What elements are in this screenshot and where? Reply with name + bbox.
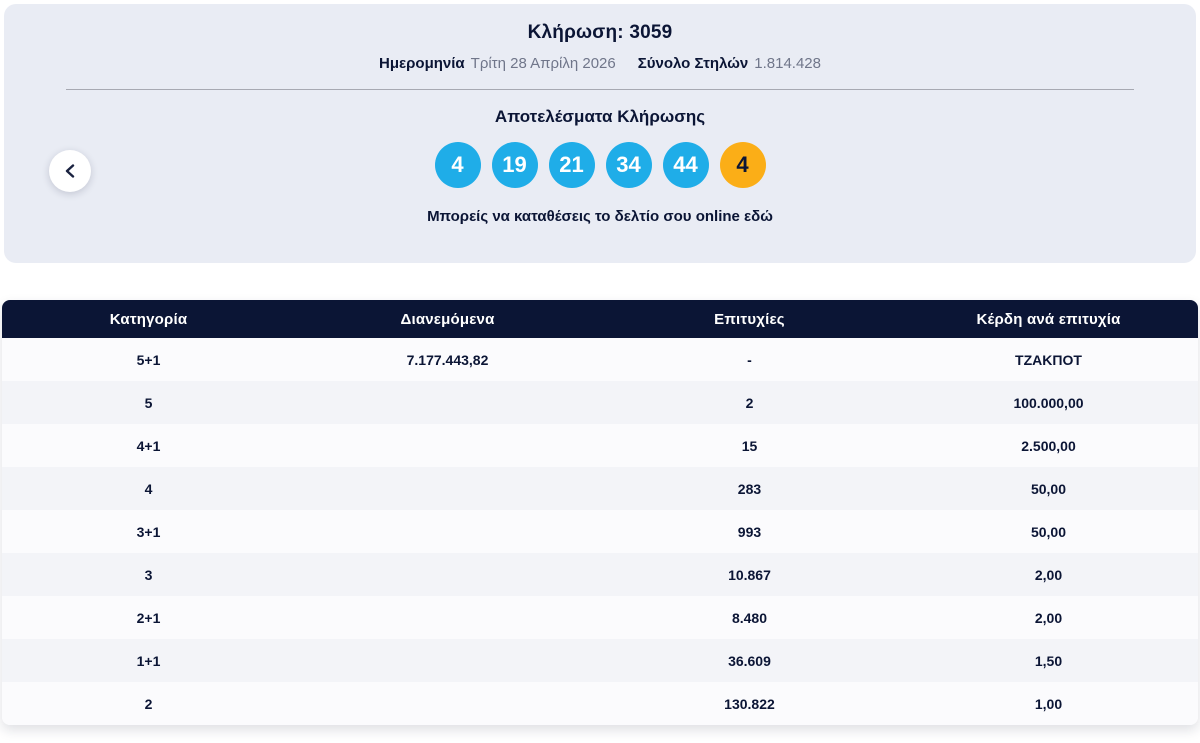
column-header-distributed: Διανεμόμενα — [295, 300, 600, 338]
table-cell: 2+1 — [136, 609, 161, 626]
table-cell: 2 — [144, 695, 153, 712]
number-ball: 44 — [662, 142, 709, 188]
columns-value: 1.814.428 — [754, 55, 821, 72]
column-header-category: Κατηγορία — [2, 300, 296, 338]
table-row: 4+1 15 2.500,00 — [2, 424, 1198, 467]
table-row: 2+1 8.480 2,00 — [2, 596, 1198, 639]
winning-numbers: 4 19 21 34 44 4 — [4, 142, 1196, 188]
column-header-winners: Επιτυχίες — [599, 300, 899, 338]
table-cell: 100.000,00 — [1013, 394, 1084, 411]
table-cell: 10.867 — [728, 566, 771, 583]
chevron-left-icon — [64, 164, 76, 178]
table-cell: 130.822 — [724, 695, 775, 712]
table-cell: 2 — [745, 394, 754, 411]
prize-table: Κατηγορία Διανεμόμενα Επιτυχίες Κέρδη αν… — [2, 300, 1198, 725]
number-ball: 4 — [434, 142, 481, 188]
table-cell: ΤΖΑΚΠΟΤ — [1015, 351, 1082, 368]
table-cell: 2.500,00 — [1021, 437, 1076, 454]
table-row: 1+1 36.609 1,50 — [2, 639, 1198, 682]
table-cell: 993 — [737, 523, 762, 540]
table-header-row: Κατηγορία Διανεμόμενα Επιτυχίες Κέρδη αν… — [2, 300, 1198, 338]
number-ball: 34 — [605, 142, 652, 188]
table-row: 5+1 7.177.443,82 - ΤΖΑΚΠΟΤ — [2, 338, 1198, 381]
table-cell — [295, 553, 600, 596]
results-table-body: 5+1 7.177.443,82 - ΤΖΑΚΠΟΤ 5 2 100.000,00 4+1 15… — [2, 338, 1198, 725]
table-cell: 5 — [144, 394, 153, 411]
table-row: 3 10.867 2,00 — [2, 553, 1198, 596]
table-cell: 50,00 — [1030, 523, 1067, 540]
number-ball: 21 — [548, 142, 595, 188]
table-cell: 4 — [144, 480, 153, 497]
results-title: Αποτελέσματα Κλήρωσης — [494, 107, 706, 126]
table-cell: 50,00 — [1030, 480, 1067, 497]
table-cell: 8.480 — [731, 609, 767, 626]
date-label: Ημερομηνία — [379, 55, 465, 72]
table-cell — [295, 424, 600, 467]
table-row: 5 2 100.000,00 — [2, 381, 1198, 424]
table-cell: 1,50 — [1034, 652, 1063, 669]
joker-ball: 4 — [719, 142, 766, 188]
prize-table-card: Κατηγορία Διανεμόμενα Επιτυχίες Κέρδη αν… — [2, 300, 1198, 725]
draw-title: Κλήρωση: 3059 — [527, 22, 673, 43]
table-cell — [295, 510, 600, 553]
header-divider — [66, 89, 1134, 90]
back-button[interactable] — [49, 150, 91, 192]
table-row: 2 130.822 1,00 — [2, 682, 1198, 725]
table-cell — [295, 682, 600, 725]
table-cell — [295, 381, 600, 424]
table-cell: 283 — [737, 480, 762, 497]
table-cell — [295, 467, 600, 510]
deposit-online-link[interactable]: Μπορείς να καταθέσεις το δελτίο σου onli… — [427, 208, 773, 225]
table-cell — [295, 639, 600, 682]
table-cell: 3+1 — [136, 523, 161, 540]
table-cell: 2,00 — [1034, 609, 1063, 626]
table-cell: 2,00 — [1034, 566, 1063, 583]
column-header-prize: Κέρδη ανά επιτυχία — [898, 300, 1198, 338]
table-cell: 1,00 — [1034, 695, 1063, 712]
table-cell: 36.609 — [728, 652, 771, 669]
table-cell: 15 — [741, 437, 758, 454]
table-row: 3+1 993 50,00 — [2, 510, 1198, 553]
draw-date: Ημερομηνία Τρίτη 28 Απρίλη 2026 — [379, 55, 616, 72]
table-cell: - — [747, 351, 752, 368]
table-cell: 3 — [144, 566, 153, 583]
draw-meta: Ημερομηνία Τρίτη 28 Απρίλη 2026 Σύνολο Σ… — [4, 55, 1196, 72]
total-columns: Σύνολο Στηλών 1.814.428 — [638, 55, 821, 72]
table-cell: 5+1 — [136, 351, 161, 368]
table-row: 4 283 50,00 — [2, 467, 1198, 510]
table-cell: 1+1 — [136, 652, 161, 669]
draw-header-panel: Κλήρωση: 3059 Ημερομηνία Τρίτη 28 Απρίλη… — [4, 4, 1196, 263]
number-ball: 19 — [491, 142, 538, 188]
table-cell — [295, 596, 600, 639]
table-cell: 4+1 — [136, 437, 161, 454]
columns-label: Σύνολο Στηλών — [637, 55, 749, 72]
date-value: Τρίτη 28 Απρίλη 2026 — [470, 55, 616, 72]
table-cell: 7.177.443,82 — [406, 351, 489, 368]
